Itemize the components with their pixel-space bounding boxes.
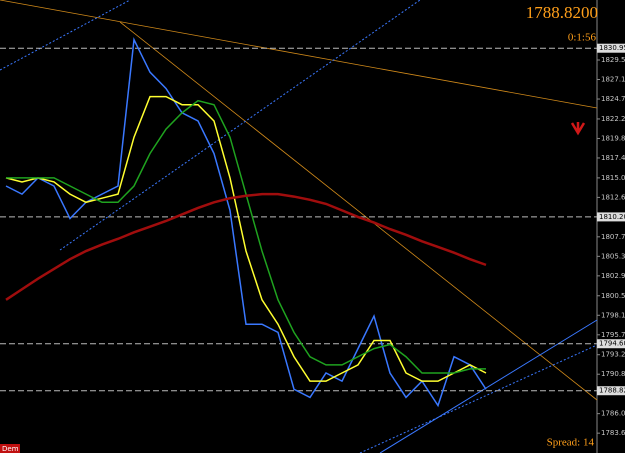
price-label-box	[597, 339, 625, 349]
y-tick-label: 1812.60	[601, 193, 625, 201]
price-label: 1810.20	[599, 213, 625, 221]
y-tick-label: 1824.70	[601, 95, 625, 103]
bid-price: 1788.8200	[526, 3, 598, 22]
bar-timer: 0:1:56	[568, 32, 597, 44]
price-label-box	[597, 43, 625, 53]
y-tick-label: 1798.10	[601, 311, 625, 319]
trend-line	[119, 21, 598, 401]
account-badge	[0, 444, 20, 453]
channel-line	[59, 0, 421, 251]
y-tick-label: 1815.00	[601, 174, 625, 182]
channel-line	[0, 0, 131, 71]
y-tick-label: 1802.95	[601, 272, 625, 280]
sell-arrow	[570, 122, 586, 136]
trend-line	[0, 0, 598, 109]
y-tick-label: 1795.70	[601, 331, 625, 339]
y-tick-label: 1807.75	[601, 233, 625, 241]
y-tick-label: 1800.50	[601, 292, 625, 300]
channel-line	[379, 319, 598, 453]
y-tick-label: 1829.50	[601, 56, 625, 64]
series-line	[5, 95, 487, 382]
price-label-box	[597, 386, 625, 396]
spread: Spread: 14	[547, 437, 595, 449]
y-tick-label: 1822.25	[601, 115, 625, 123]
price-label: 1788.82	[599, 387, 625, 395]
price-label: 1830.95	[599, 44, 625, 52]
series-line	[6, 99, 486, 374]
y-tick-label: 1783.60	[601, 429, 625, 437]
y-tick-label: 1786.00	[601, 410, 625, 418]
series-line	[5, 192, 487, 301]
price-label-box	[597, 212, 625, 222]
account-label: Dem	[2, 445, 19, 453]
y-tick-label: 1827.10	[601, 76, 625, 84]
y-tick-label: 1793.25	[601, 351, 625, 359]
y-tick-label: 1805.35	[601, 252, 625, 260]
y-tick-label: 1790.85	[601, 370, 625, 378]
channel-line	[359, 344, 598, 453]
y-tick-label: 1817.45	[601, 154, 625, 162]
price-label: 1794.60	[599, 340, 625, 348]
y-tick-label: 1819.85	[601, 134, 625, 142]
